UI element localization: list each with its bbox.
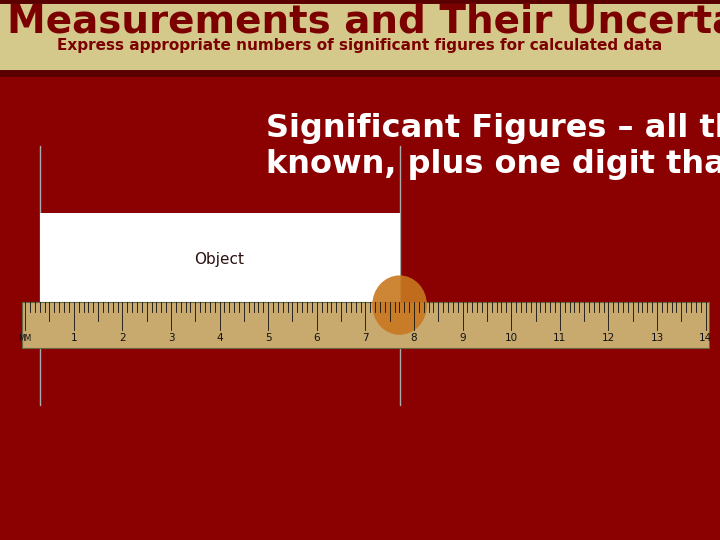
Text: 12: 12: [602, 333, 615, 343]
Text: 6: 6: [313, 333, 320, 343]
Text: Express appropriate numbers of significant figures for calculated data: Express appropriate numbers of significa…: [58, 38, 662, 53]
Bar: [40, 213, 400, 305]
Text: 8: 8: [410, 333, 418, 343]
Text: 5: 5: [265, 333, 271, 343]
Text: Object: Object: [194, 252, 245, 267]
Text: 1: 1: [71, 333, 77, 343]
Text: 3: 3: [168, 333, 174, 343]
Bar: [0, 0, 720, 73]
Text: 7: 7: [362, 333, 369, 343]
Text: 10: 10: [505, 333, 518, 343]
Text: 4: 4: [216, 333, 223, 343]
Ellipse shape: [372, 275, 427, 335]
Text: 2: 2: [119, 333, 126, 343]
Text: Measurements and Their Uncertainty 3.1: Measurements and Their Uncertainty 3.1: [7, 3, 720, 40]
Text: MM: MM: [19, 334, 32, 343]
Text: 11: 11: [553, 333, 567, 343]
Bar: [22, 302, 709, 348]
Text: Significant Figures – all the digits that are
known, plus one digit that is esti: Significant Figures – all the digits tha…: [266, 113, 720, 180]
Text: 9: 9: [459, 333, 466, 343]
Text: 13: 13: [650, 333, 664, 343]
Text: 14: 14: [699, 333, 712, 343]
